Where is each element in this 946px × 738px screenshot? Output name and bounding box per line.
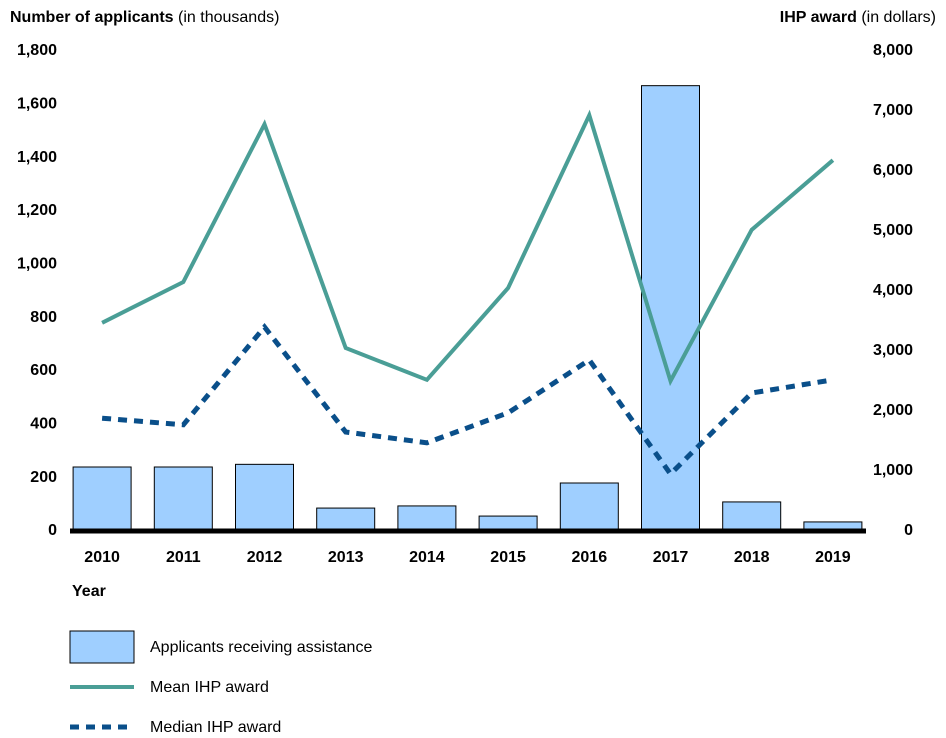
y2-tick-label: 7,000 — [873, 102, 913, 119]
line — [101, 109, 835, 387]
bar — [397, 505, 457, 532]
bar — [235, 463, 294, 532]
y-tick-label: 400 — [30, 416, 57, 433]
y-tick-label: 0 — [48, 522, 57, 539]
y2-axis-title-bold: IHP award — [780, 9, 857, 26]
y-axis-title-unit: (in thousands) — [178, 9, 279, 26]
legend-label: Median IHP award — [150, 719, 281, 736]
y2-axis-title-unit: (in dollars) — [861, 9, 936, 26]
bar — [722, 501, 782, 532]
y-tick-label: 200 — [30, 469, 57, 486]
y2-tick-label: 0 — [904, 522, 913, 539]
legend-label: Mean IHP award — [150, 679, 269, 696]
y-tick-label: 800 — [30, 309, 57, 326]
x-tick-label: 2014 — [409, 549, 445, 566]
x-tick-label: 2012 — [247, 549, 283, 566]
x-tick-label: 2018 — [734, 549, 770, 566]
y2-tick-label: 8,000 — [873, 42, 913, 59]
legend-label: Applicants receiving assistance — [150, 639, 372, 656]
x-tick-label: 2019 — [815, 549, 851, 566]
y-axis-title-bold: Number of applicants — [10, 9, 174, 26]
x-axis-title: Year — [72, 583, 106, 600]
y2-tick-label: 2,000 — [873, 402, 913, 419]
y-tick-label: 1,200 — [17, 202, 57, 219]
y2-tick-label: 3,000 — [873, 342, 913, 359]
y2-tick-label: 1,000 — [873, 462, 913, 479]
legend-swatch — [69, 630, 135, 664]
y2-tick-label: 5,000 — [873, 222, 913, 239]
bar — [316, 507, 376, 532]
line — [101, 323, 834, 478]
y2-axis-title: IHP award (in dollars) — [780, 9, 936, 26]
bar — [559, 482, 619, 532]
x-tick-label: 2017 — [653, 549, 689, 566]
x-tick-label: 2013 — [328, 549, 364, 566]
y-axis-title: Number of applicants (in thousands) — [10, 9, 279, 26]
bar — [153, 466, 213, 532]
y-tick-label: 1,000 — [17, 256, 57, 273]
y-tick-label: 1,600 — [17, 96, 57, 113]
y-tick-label: 1,800 — [17, 42, 57, 59]
x-tick-label: 2016 — [572, 549, 608, 566]
bar — [72, 466, 132, 532]
x-tick-label: 2010 — [84, 549, 120, 566]
y-tick-label: 1,400 — [17, 149, 57, 166]
x-tick-label: 2011 — [166, 549, 201, 566]
x-tick-label: 2015 — [490, 549, 526, 566]
y2-tick-label: 6,000 — [873, 162, 913, 179]
y2-tick-label: 4,000 — [873, 282, 913, 299]
y-tick-label: 600 — [30, 362, 57, 379]
